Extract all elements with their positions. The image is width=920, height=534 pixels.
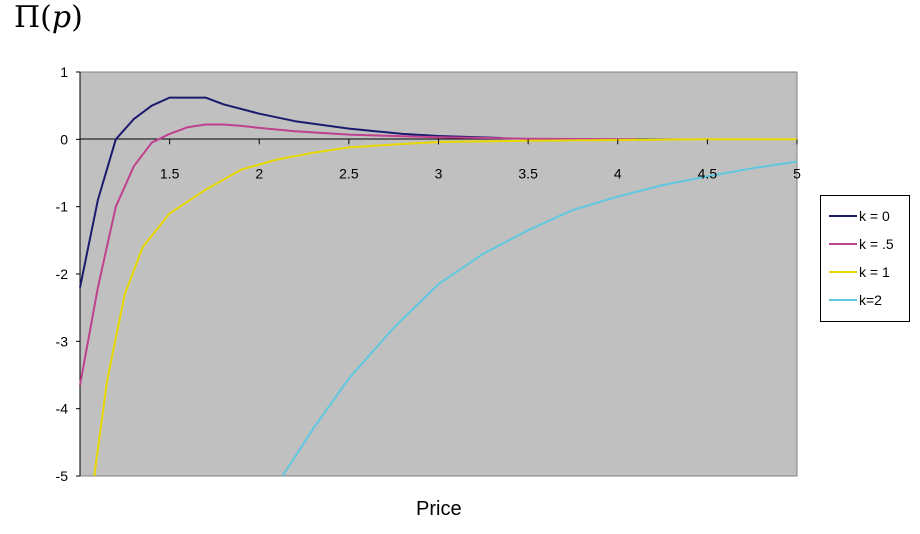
x-tick-label: 3 <box>435 165 443 181</box>
legend-item: k=2 <box>829 286 909 314</box>
y-ticks: 1 0 -1 -2 -3 -4 -5 <box>56 64 80 484</box>
legend-label: k = .5 <box>859 236 894 252</box>
legend-swatch <box>829 271 857 273</box>
x-tick-label: 3.5 <box>518 165 538 181</box>
series-line-3 <box>281 160 798 477</box>
x-tick-label: 2 <box>255 165 263 181</box>
series-layer <box>79 96 798 477</box>
title-suffix: ) <box>71 0 83 35</box>
legend-swatch <box>829 243 857 245</box>
legend-item: k = 0 <box>829 202 909 230</box>
title-prefix: Π( <box>14 0 52 35</box>
legend-item: k = 1 <box>829 258 909 286</box>
legend-swatch <box>829 299 857 301</box>
series-line-0 <box>79 96 502 288</box>
y-tick-label: -3 <box>56 333 69 349</box>
x-axis-label: Price <box>416 498 462 520</box>
x-tick-label: 1.5 <box>160 165 180 181</box>
series-line-2 <box>93 138 797 477</box>
legend-label: k = 0 <box>859 208 890 224</box>
x-tick-label: 5 <box>793 165 801 181</box>
chart-title: Π(p) <box>14 0 83 35</box>
y-tick-label: 0 <box>60 131 68 147</box>
y-tick-label: -4 <box>56 401 69 417</box>
y-tick-label: -2 <box>56 266 69 282</box>
series-line-1 <box>79 123 636 386</box>
x-tick-label: 4 <box>614 165 622 181</box>
y-tick-label: 1 <box>60 64 68 80</box>
x-tick-label: 4.5 <box>698 165 718 181</box>
y-tick-label: -5 <box>56 468 69 484</box>
legend: k = 0 k = .5 k = 1 k=2 <box>820 195 910 322</box>
y-tick-label: -1 <box>56 199 69 215</box>
x-ticks: 1.5 2 2.5 3 3.5 4 4.5 5 <box>160 139 801 181</box>
plot-area <box>79 71 798 477</box>
title-variable: p <box>51 0 72 35</box>
legend-label: k=2 <box>859 292 882 308</box>
x-tick-label: 2.5 <box>339 165 359 181</box>
legend-label: k = 1 <box>859 264 890 280</box>
legend-swatch <box>829 215 857 217</box>
legend-item: k = .5 <box>829 230 909 258</box>
